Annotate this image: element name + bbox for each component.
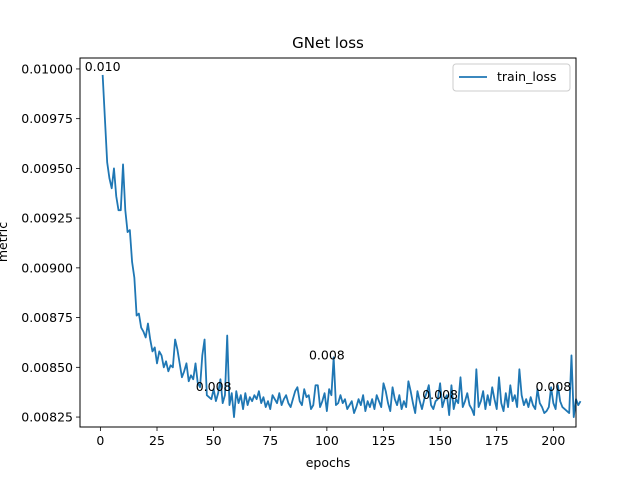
y-tick-label: 0.00850: [21, 360, 73, 375]
x-tick-label: 75: [262, 433, 278, 448]
x-axis: 0 25 50 75 100 125 150 175 200: [96, 427, 565, 448]
x-tick-label: 0: [96, 433, 104, 448]
y-axis-title: metric: [0, 222, 10, 262]
legend: train_loss: [452, 63, 571, 92]
y-tick-label: 0.00875: [21, 310, 73, 325]
x-tick-label: 200: [541, 433, 565, 448]
x-tick-label: 50: [206, 433, 222, 448]
series-line-train-loss: [101, 74, 582, 418]
y-tick-label: 0.00825: [21, 410, 73, 425]
data-label: 0.008: [422, 387, 458, 402]
data-label: 0.008: [535, 379, 571, 394]
y-tick-label: 0.00950: [21, 161, 73, 176]
data-label: 0.010: [85, 59, 121, 74]
x-tick-label: 175: [485, 433, 509, 448]
x-axis-title: epochs: [306, 455, 351, 470]
data-label: 0.008: [309, 347, 345, 362]
x-tick-label: 150: [428, 433, 452, 448]
y-axis: 0.00825 0.00850 0.00875 0.00900 0.00925 0.009…: [21, 61, 80, 425]
x-tick-label: 125: [372, 433, 396, 448]
chart-title: GNet loss: [292, 34, 364, 52]
series-layer: [101, 74, 582, 418]
legend-box: [452, 63, 571, 92]
data-label: 0.008: [196, 379, 232, 394]
y-tick-label: 0.01000: [21, 61, 73, 76]
y-tick-label: 0.00975: [21, 111, 73, 126]
x-tick-label: 100: [315, 433, 339, 448]
x-tick-label: 25: [149, 433, 165, 448]
annotation-layer: 0.010 0.008 0.008 0.008 0.008: [85, 59, 572, 402]
y-tick-label: 0.00925: [21, 211, 73, 226]
legend-label-train-loss: train_loss: [497, 69, 557, 84]
y-tick-label: 0.00900: [21, 260, 73, 275]
plot-frame: [79, 57, 577, 428]
